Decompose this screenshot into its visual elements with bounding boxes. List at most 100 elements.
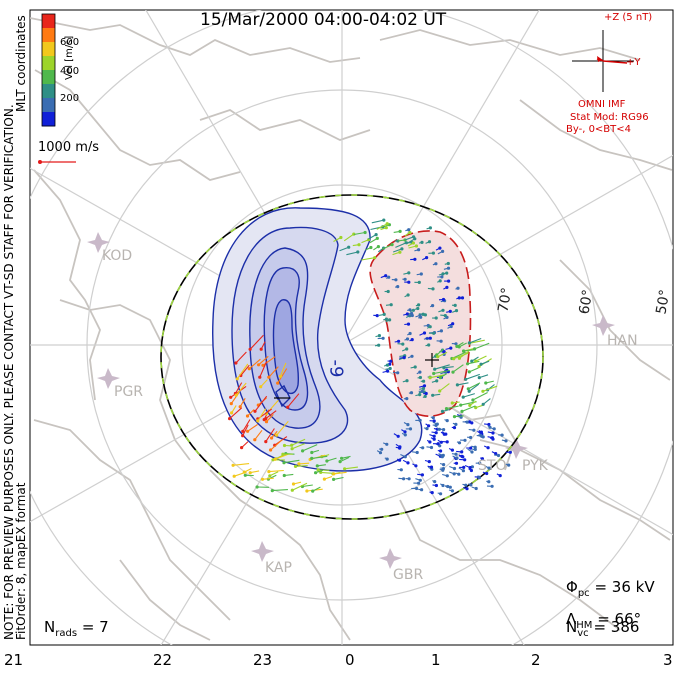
velocity-vector bbox=[231, 405, 237, 414]
velocity-vector bbox=[386, 276, 389, 279]
colorbar-outline bbox=[41, 13, 56, 127]
velocity-vector bbox=[432, 393, 441, 396]
velocity-vector bbox=[442, 473, 448, 477]
velocity-vector bbox=[469, 367, 479, 373]
n-vc-value: = 386 bbox=[593, 618, 640, 636]
velocity-vector bbox=[424, 459, 430, 463]
velocity-vector bbox=[468, 468, 472, 471]
mlt-tick-23: 23 bbox=[253, 651, 273, 669]
velocity-vector bbox=[445, 347, 451, 350]
velocity-vector bbox=[476, 475, 480, 479]
velocity-vector bbox=[235, 382, 247, 396]
mlt-tick-1: 1 bbox=[431, 651, 441, 669]
imf-dial bbox=[572, 30, 634, 92]
velocity-vector bbox=[241, 441, 249, 449]
velocity-vector bbox=[385, 319, 390, 323]
mlt-tick-22: 22 bbox=[153, 651, 173, 669]
velocity-vector bbox=[311, 455, 328, 459]
velocity-vector bbox=[469, 337, 482, 344]
velocity-vector bbox=[376, 223, 388, 230]
velocity-vector bbox=[274, 453, 289, 460]
velocity-vector bbox=[422, 395, 426, 398]
velocity-vector bbox=[333, 476, 344, 480]
velocity-vector bbox=[431, 380, 437, 383]
velocity-vector bbox=[277, 368, 288, 384]
velocity-vector bbox=[407, 242, 414, 247]
velocity-vector bbox=[268, 469, 284, 473]
velocity-vector bbox=[397, 239, 406, 242]
velocity-vector bbox=[456, 441, 460, 444]
velocity-vector bbox=[234, 382, 243, 394]
velocity-vector bbox=[317, 464, 326, 467]
velocity-vector bbox=[365, 246, 372, 251]
velocity-vector bbox=[485, 380, 494, 384]
velocity-vector bbox=[291, 438, 306, 446]
velocity-vector bbox=[414, 307, 418, 310]
velocity-vector bbox=[423, 427, 428, 430]
velocity-vector bbox=[440, 314, 446, 317]
velocity-vector bbox=[418, 241, 423, 244]
velocity-vector bbox=[383, 442, 387, 445]
velocity-vector bbox=[458, 455, 463, 458]
velocity-vector bbox=[407, 355, 413, 359]
velocity-vector bbox=[451, 310, 457, 313]
velocity-vector bbox=[369, 237, 378, 244]
velocity-vector bbox=[419, 387, 424, 390]
hmb-dashes bbox=[160, 194, 544, 520]
velocity-vector bbox=[487, 436, 493, 439]
velocity-vector bbox=[437, 330, 442, 333]
velocity-vector bbox=[393, 248, 403, 253]
station-kod: KOD bbox=[102, 248, 133, 264]
velocity-vector bbox=[404, 294, 409, 298]
velocity-vector bbox=[451, 453, 457, 455]
velocity-vector bbox=[437, 492, 441, 495]
velocity-vector bbox=[339, 457, 350, 463]
velocity-vector bbox=[326, 457, 337, 462]
velocity-vector bbox=[487, 431, 494, 434]
velocity-vector bbox=[468, 383, 480, 392]
velocity-vector bbox=[463, 393, 475, 398]
velocity-vector bbox=[385, 304, 392, 306]
velocity-vector bbox=[400, 454, 406, 458]
velocity-vector bbox=[471, 356, 479, 362]
velocity-vector bbox=[287, 393, 300, 408]
velocity-vector bbox=[457, 382, 469, 386]
velocity-vector bbox=[384, 457, 388, 460]
velocity-vector bbox=[452, 401, 460, 404]
velocity-vector bbox=[333, 471, 347, 475]
velocity-vector bbox=[239, 398, 246, 407]
imf-z-label: +Z (5 nT) bbox=[604, 12, 653, 23]
velocity-vector bbox=[465, 373, 480, 380]
velocity-vector bbox=[447, 326, 452, 329]
velocity-vector bbox=[353, 231, 366, 236]
velocity-vector bbox=[295, 464, 308, 467]
velocity-vector bbox=[260, 341, 266, 350]
velocity-vector bbox=[414, 249, 419, 252]
velocity-vector bbox=[440, 431, 445, 435]
velocity-vector bbox=[471, 445, 476, 448]
velocity-vector bbox=[438, 309, 444, 313]
station-han: HAN bbox=[607, 333, 638, 349]
velocity-vector bbox=[399, 356, 405, 359]
velocity-vector bbox=[489, 437, 494, 440]
velocity-vector bbox=[417, 316, 421, 319]
velocity-vector bbox=[431, 431, 437, 434]
velocity-vector bbox=[442, 408, 451, 412]
velocity-vector bbox=[467, 448, 473, 453]
velocity-vector bbox=[385, 367, 391, 370]
velocity-vector bbox=[404, 338, 408, 341]
velocity-vector bbox=[434, 364, 450, 370]
velocity-vector bbox=[341, 455, 351, 459]
velocity-vector bbox=[393, 230, 401, 233]
velocity-vector bbox=[410, 366, 416, 369]
velocity-vector bbox=[412, 463, 417, 467]
velocity-vector bbox=[432, 484, 437, 487]
velocity-vector bbox=[429, 434, 435, 437]
velocity-vector bbox=[505, 463, 509, 466]
station-pgr: PGR bbox=[114, 384, 144, 400]
velocity-vector bbox=[324, 475, 333, 480]
velocity-vector bbox=[443, 366, 454, 369]
velocity-vector bbox=[403, 422, 409, 426]
velocity-vector bbox=[236, 363, 249, 380]
coastlines bbox=[30, 17, 673, 641]
